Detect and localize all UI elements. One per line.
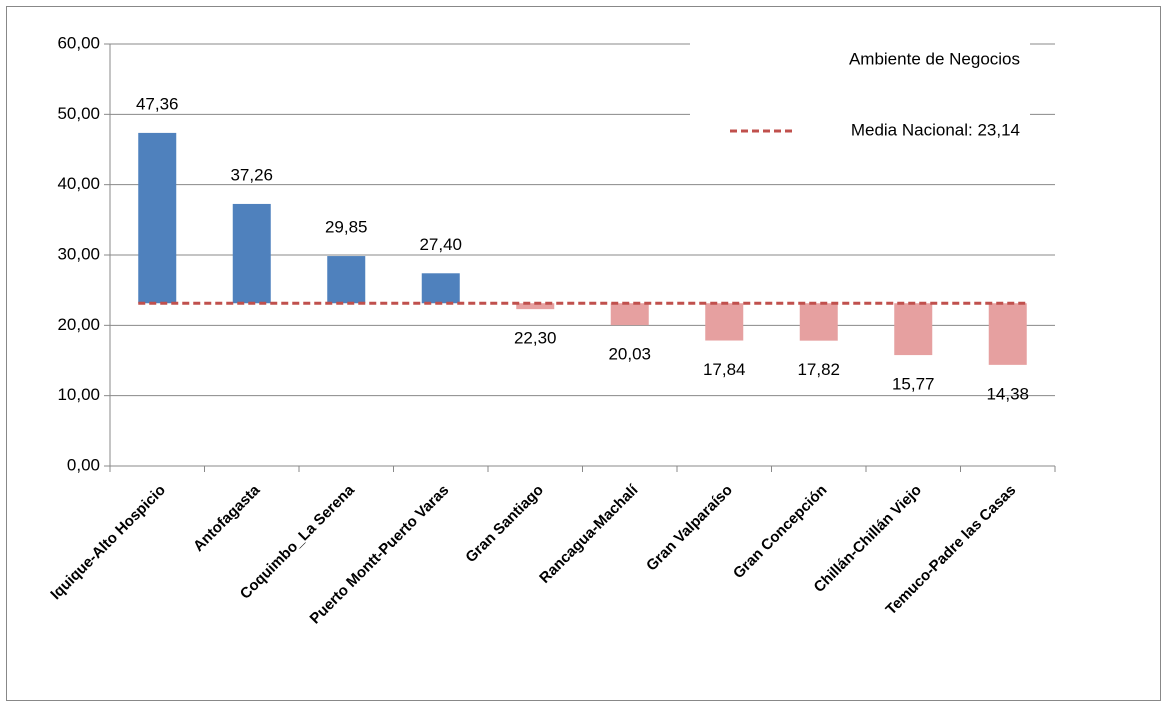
- data-label: 37,26: [230, 165, 273, 184]
- y-tick-label: 30,00: [57, 244, 100, 263]
- bar: [516, 303, 555, 310]
- data-label: 17,84: [703, 360, 746, 379]
- y-tick-label: 0,00: [67, 455, 100, 474]
- bar: [421, 273, 460, 304]
- legend-label: Ambiente de Negocios: [849, 49, 1020, 68]
- y-tick-label: 10,00: [57, 385, 100, 404]
- data-label: 15,77: [892, 375, 935, 394]
- y-tick-label: 20,00: [57, 315, 100, 334]
- bar: [610, 303, 649, 326]
- bar: [138, 132, 177, 304]
- y-tick-label: 50,00: [57, 104, 100, 123]
- data-label: 14,38: [986, 384, 1029, 403]
- bar: [705, 303, 744, 341]
- legend-bg: [690, 42, 1030, 152]
- data-label: 17,82: [797, 360, 840, 379]
- data-label: 47,36: [136, 94, 179, 113]
- bar: [988, 303, 1027, 365]
- bar: [327, 256, 366, 304]
- y-tick-label: 40,00: [57, 174, 100, 193]
- bar: [894, 303, 933, 356]
- data-label: 27,40: [419, 235, 462, 254]
- data-label: 29,85: [325, 218, 368, 237]
- data-label: 20,03: [608, 345, 651, 364]
- y-tick-label: 60,00: [57, 33, 100, 52]
- bar: [232, 203, 271, 304]
- data-label: 22,30: [514, 329, 557, 348]
- bar: [799, 303, 838, 341]
- legend-label: Media Nacional: 23,14: [851, 120, 1020, 139]
